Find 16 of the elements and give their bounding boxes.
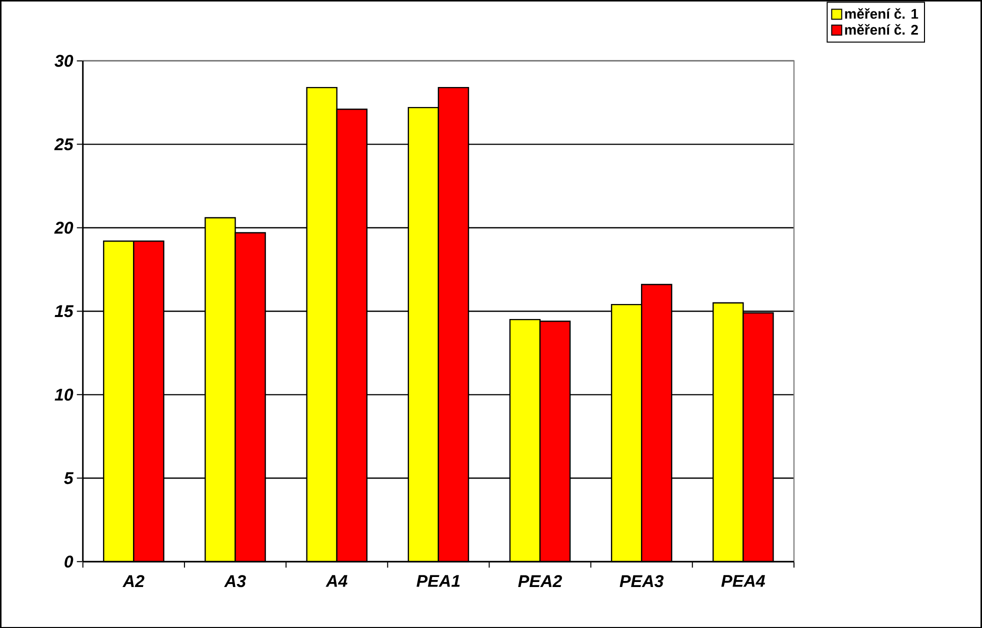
- y-tick-label: 30: [54, 54, 74, 67]
- x-tick-label: A2: [122, 574, 144, 587]
- x-tick-label: PEA4: [721, 574, 766, 587]
- y-tick-label: 15: [54, 305, 74, 317]
- legend-label: měření č. 1: [845, 8, 918, 19]
- x-tick-label: PEA1: [416, 574, 460, 587]
- y-tick-label: 10: [54, 388, 74, 400]
- y-tick-label: 0: [64, 555, 74, 568]
- y-tick-label: 25: [54, 138, 74, 150]
- x-tick-label: PEA2: [518, 574, 562, 587]
- legend-label: měření č. 2: [845, 24, 918, 35]
- y-tick-label: 20: [54, 222, 74, 234]
- x-tick-label: A3: [224, 574, 246, 587]
- y-tick-label: 5: [64, 472, 74, 484]
- x-tick-label: A4: [326, 574, 348, 587]
- x-tick-label: PEA3: [620, 574, 664, 587]
